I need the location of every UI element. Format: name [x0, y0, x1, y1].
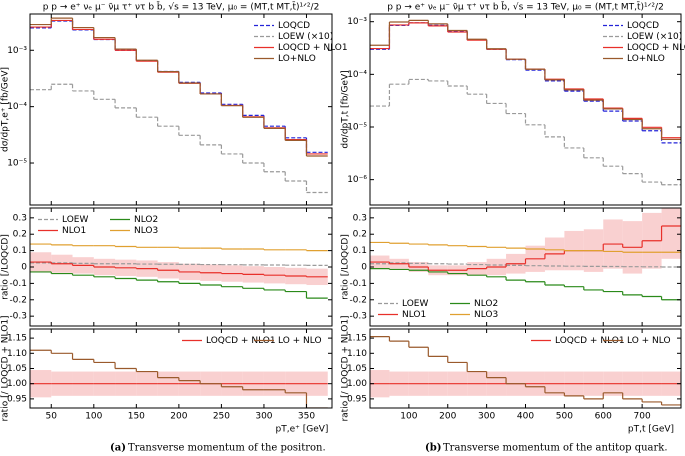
x-axis-label: pT,t [GeV] — [628, 425, 674, 435]
legend-label: NLO1 — [62, 226, 86, 236]
plot-area — [30, 349, 328, 408]
y-tick-label: -0.3 — [9, 312, 27, 322]
x-tick-label: 400 — [517, 412, 534, 422]
y-tick-label: -0.1 — [9, 279, 27, 289]
error-band — [661, 208, 681, 259]
x-tick-label: 150 — [128, 412, 145, 422]
y-tick-label: 10⁻⁵ — [347, 122, 367, 132]
y-axis-label: dσ/dpT,t [fb/GeV] — [341, 70, 351, 148]
y-tick-label: 0.2 — [13, 230, 27, 240]
y-tick-label: -0.2 — [9, 295, 27, 305]
y-tick-label: -0.2 — [349, 295, 367, 305]
y-tick-label: 0.95 — [7, 394, 27, 404]
y-tick-label: 0.1 — [13, 246, 27, 256]
y-tick-label: 10⁻⁴ — [7, 102, 27, 112]
legend-label: LOEW — [402, 299, 428, 309]
legend-label: LOQCD — [278, 21, 310, 31]
legend-label: LOQCD — [627, 21, 659, 31]
caption: Transverse momentum of the antitop quark… — [443, 443, 668, 454]
legend-label: LO+NLO — [627, 54, 665, 64]
legend-label: LO+NLO — [278, 54, 316, 64]
x-tick-label: 200 — [170, 412, 187, 422]
y-tick-label: 0.95 — [347, 394, 367, 404]
plot-area — [370, 335, 681, 406]
y-tick-label: 10⁻⁴ — [347, 70, 367, 80]
legend-label: NLO2 — [134, 215, 158, 225]
y-axis-label: ratio [/LOQCD] — [341, 234, 351, 300]
x-tick-label: 100 — [400, 412, 417, 422]
axes-frame — [29, 13, 333, 206]
x-tick-label: 600 — [595, 412, 612, 422]
caption-label: (a) — [110, 443, 126, 454]
y-axis-label: ratio [/LOQCD] — [1, 234, 11, 300]
y-tick-label: 1.00 — [7, 379, 27, 389]
legend-label: LOEW (×10) — [627, 32, 682, 42]
y-tick-label: 10⁻⁵ — [7, 159, 27, 169]
y-tick-label: 0.3 — [353, 213, 367, 223]
x-tick-label: 50 — [46, 412, 58, 422]
legend-label: NLO2 — [474, 299, 498, 309]
y-tick-label: 0.2 — [353, 230, 367, 240]
y-tick-label: 1.10 — [7, 349, 27, 359]
legend-label: NLO3 — [474, 310, 498, 320]
legend-label: LO + NLO — [278, 336, 322, 346]
x-tick-label: 350 — [298, 412, 315, 422]
legend-label: NLO1 — [402, 310, 426, 320]
x-tick-label: 100 — [85, 412, 102, 422]
legend-label: LOEW (×10) — [278, 32, 333, 42]
y-tick-label: 0 — [361, 263, 367, 273]
y-tick-label: 1.00 — [347, 379, 367, 389]
y-tick-label: 1.05 — [347, 364, 367, 374]
y-tick-label: 10⁻⁶ — [347, 175, 367, 185]
caption-label: (b) — [425, 443, 441, 454]
plot-area — [30, 17, 328, 194]
legend-label: LO + NLO — [627, 336, 671, 346]
y-tick-label: 1.10 — [347, 349, 367, 359]
legend-label: LOQCD + NLO1 — [555, 336, 625, 346]
y-axis-label: ratio [/ LOQCD + NLO1] — [341, 315, 351, 421]
plot-area — [370, 208, 681, 301]
legend-label: LOQCD + NLO1 — [627, 43, 685, 53]
y-axis-label: dσ/dpT,e⁺ [fb/GeV] — [1, 67, 11, 152]
x-tick-label: 700 — [634, 412, 651, 422]
x-tick-label: 300 — [478, 412, 495, 422]
legend-label: NLO3 — [134, 226, 158, 236]
legend-label: LOEW — [62, 215, 88, 225]
y-tick-label: 10⁻³ — [7, 46, 27, 56]
y-tick-label: 10⁻³ — [347, 17, 367, 27]
x-tick-label: 300 — [255, 412, 272, 422]
caption: Transverse momentum of the positron. — [128, 443, 326, 454]
y-tick-label: 0.3 — [13, 213, 27, 223]
chart-title: p p → e⁺ νₑ μ⁻ ν̄μ τ⁺ ντ b b̄, √s = 13 T… — [43, 1, 320, 13]
y-tick-label: 0.1 — [353, 246, 367, 256]
x-tick-label: 250 — [213, 412, 230, 422]
legend-label: LOQCD + NLO1 — [278, 43, 348, 53]
x-tick-label: 500 — [556, 412, 573, 422]
y-tick-label: -0.1 — [349, 279, 367, 289]
chart-title: p p → e⁺ νₑ μ⁻ ν̄μ τ⁺ ντ b b̄, √s = 13 T… — [387, 1, 664, 13]
y-tick-label: -0.3 — [349, 312, 367, 322]
y-tick-label: 0 — [21, 263, 27, 273]
legend-label: LOQCD + NLO1 — [206, 336, 276, 346]
x-tick-label: 200 — [439, 412, 456, 422]
y-axis-label: ratio [/ LOQCD + NLO1] — [1, 315, 11, 421]
x-axis-label: pT,e⁺ [GeV] — [276, 425, 329, 435]
y-tick-label: 1.15 — [7, 334, 27, 344]
y-tick-label: 1.15 — [347, 334, 367, 344]
y-tick-label: 1.05 — [7, 364, 27, 374]
plot-area — [370, 19, 681, 186]
plot-area — [30, 243, 328, 299]
